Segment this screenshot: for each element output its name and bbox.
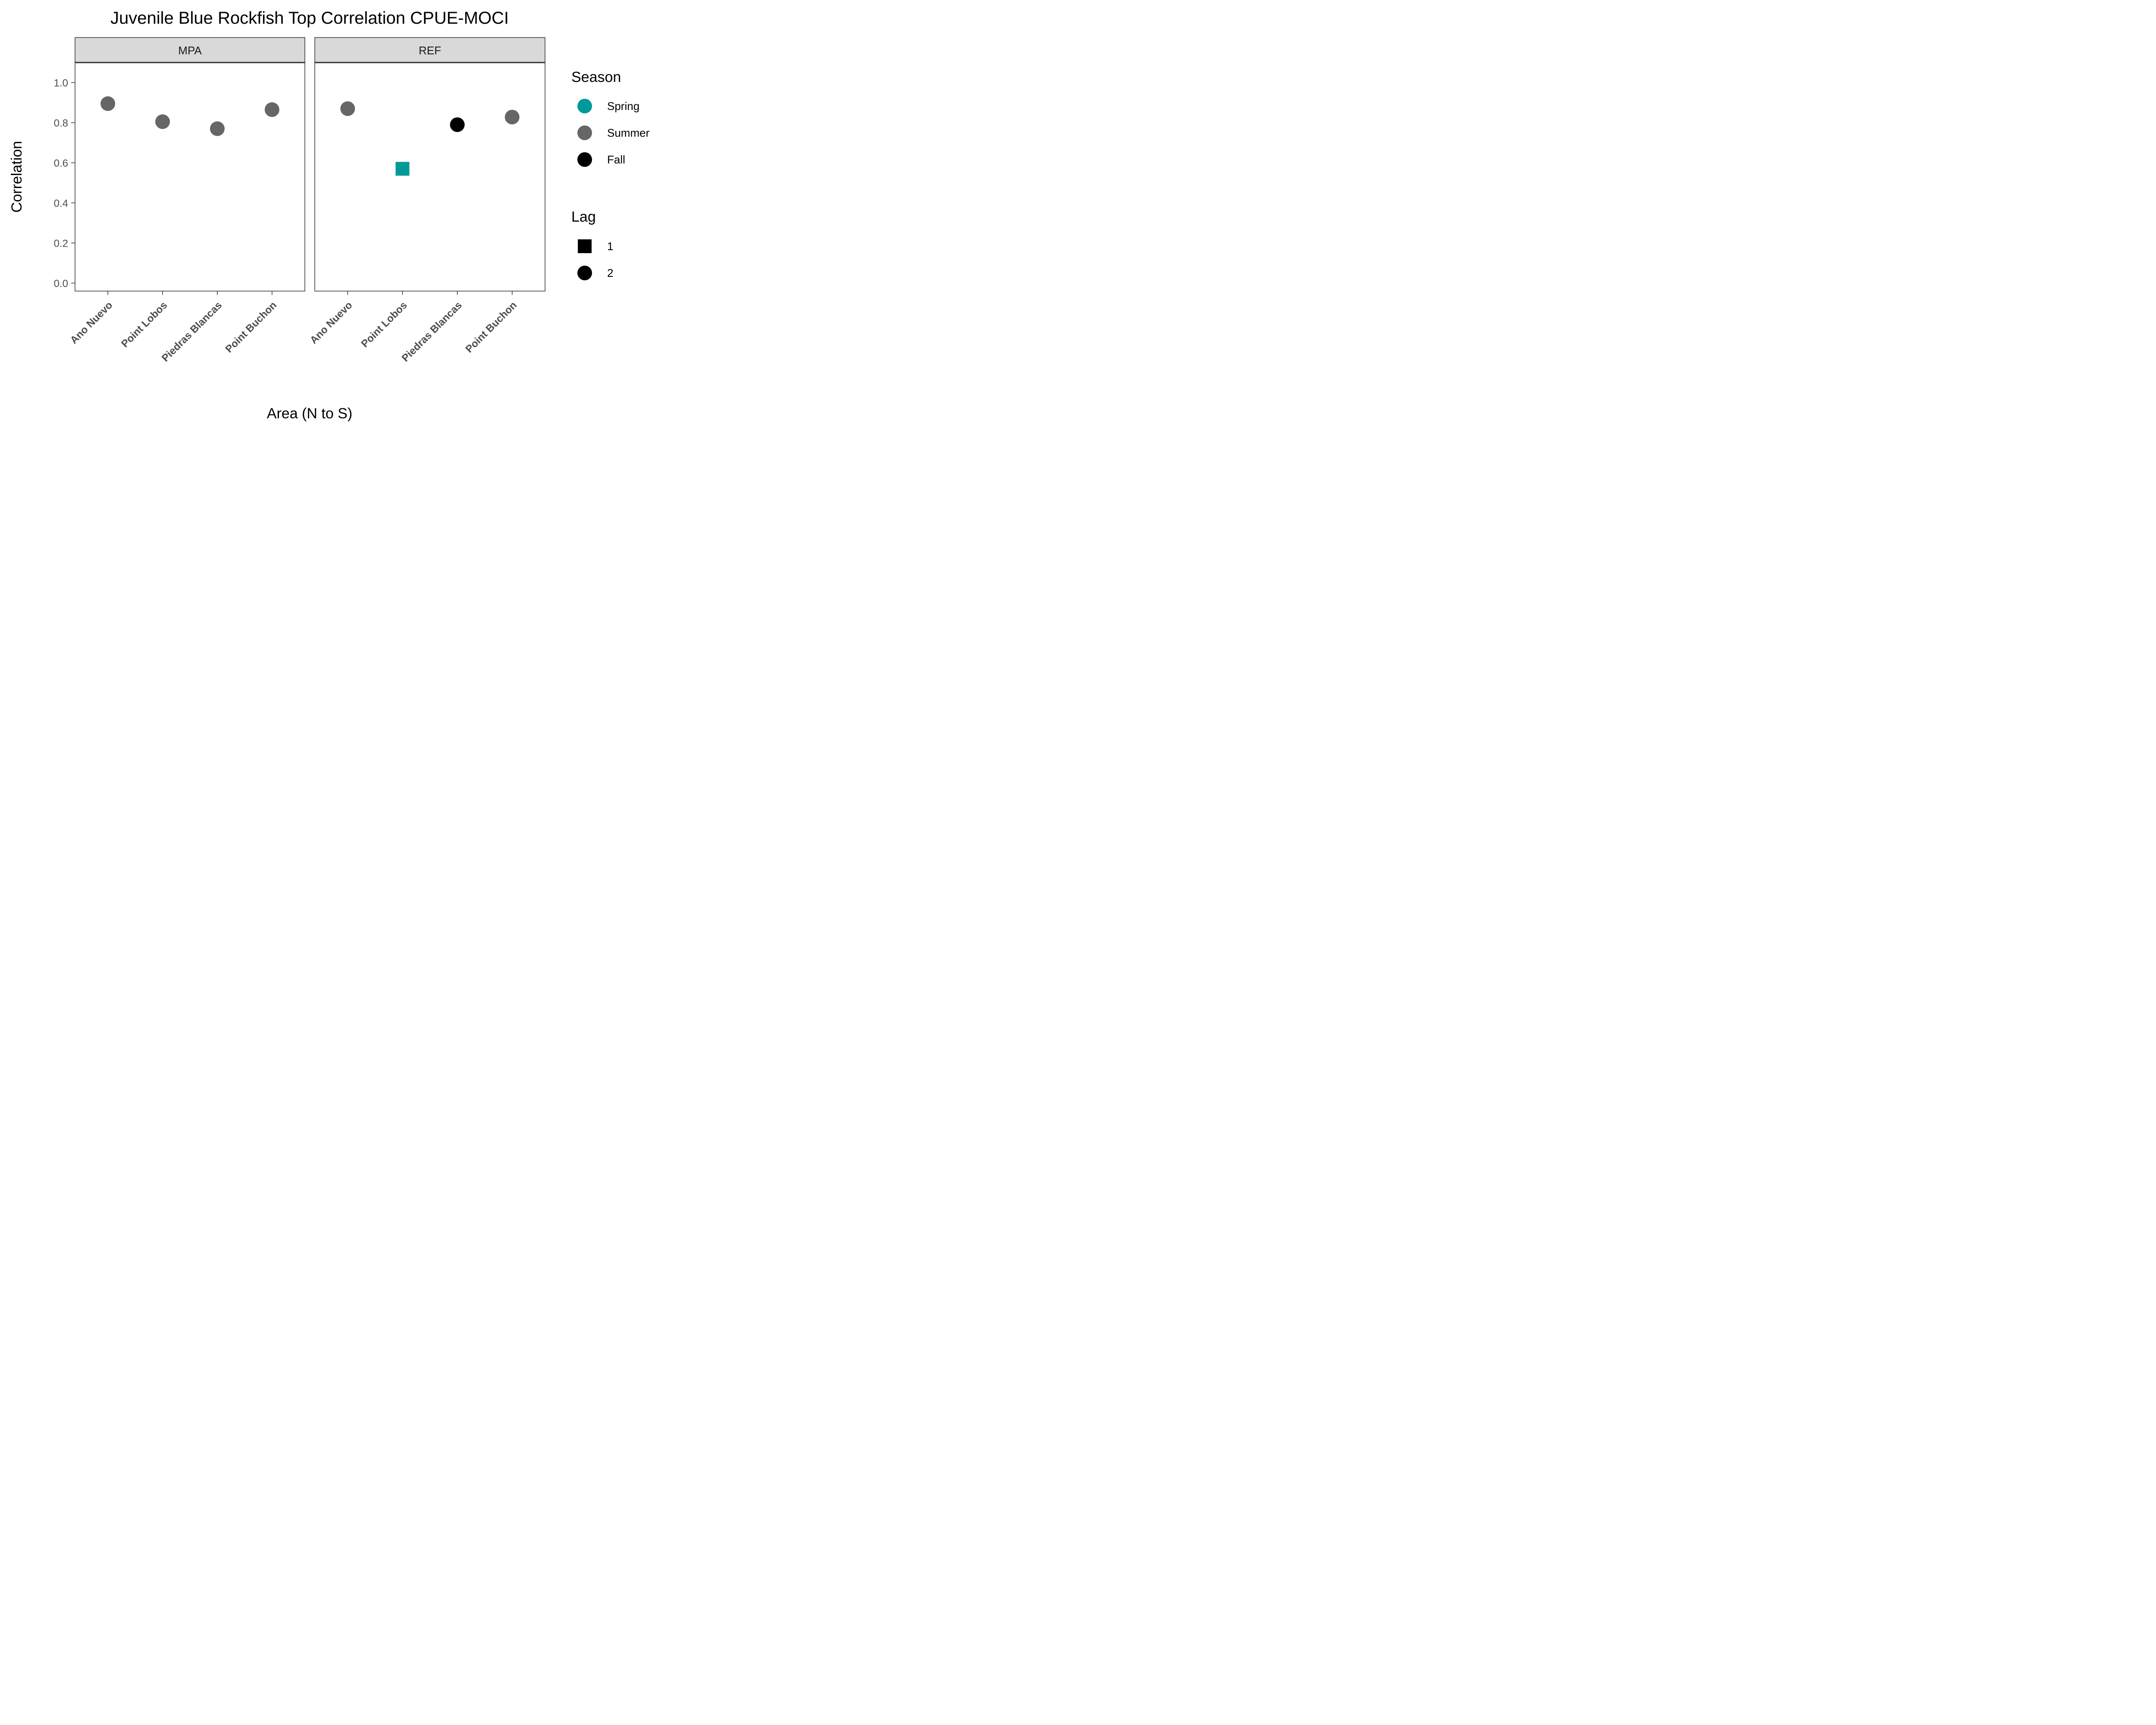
- facet-strip-mpa: [75, 37, 305, 63]
- y-tick-label-2: 0.4: [54, 198, 68, 209]
- point-ref-2: [450, 117, 465, 132]
- point-mpa-3: [264, 102, 279, 117]
- point-mpa-1: [155, 114, 170, 129]
- point-mpa-2: [210, 121, 225, 136]
- legend-season-title: Season: [571, 69, 621, 85]
- y-tick-label-5: 1.0: [54, 77, 68, 89]
- point-mpa-0: [100, 96, 116, 111]
- legend-season-label-0: Spring: [607, 100, 639, 113]
- y-tick-label-4: 0.8: [54, 117, 68, 129]
- y-axis-title: Correlation: [9, 141, 25, 213]
- legend-season-key-2: [577, 152, 592, 167]
- x-tick-label-ref-3: Point Buchon: [464, 299, 519, 355]
- facet-label-mpa: MPA: [178, 44, 202, 57]
- x-tick-label-mpa-0: Ano Nuevo: [68, 299, 115, 346]
- legend-season-key-0: [577, 99, 592, 113]
- legend-lag-label-1: 2: [607, 267, 613, 279]
- legend-lag-key-1: [577, 266, 592, 280]
- x-tick-label-ref-2: Piedras Blancas: [400, 299, 464, 364]
- chart-title: Juvenile Blue Rockfish Top Correlation C…: [110, 9, 509, 28]
- chart-svg: Juvenile Blue Rockfish Top Correlation C…: [9, 9, 650, 422]
- x-tick-label-ref-1: Point Lobos: [359, 299, 410, 350]
- y-tick-label-3: 0.6: [54, 157, 68, 169]
- facet-strip-ref: [314, 37, 545, 63]
- x-tick-label-mpa-3: Point Buchon: [223, 299, 279, 355]
- x-tick-label-mpa-2: Piedras Blancas: [160, 299, 224, 364]
- legend-season-label-2: Fall: [607, 153, 625, 166]
- y-tick-label-0: 0.0: [54, 278, 68, 289]
- point-ref-1: [395, 162, 410, 176]
- x-axis-title: Area (N to S): [267, 405, 352, 422]
- legend-season-label-1: Summer: [607, 126, 650, 139]
- x-tick-label-mpa-1: Point Lobos: [119, 299, 169, 350]
- legend-lag-title: Lag: [571, 209, 596, 225]
- facet-panel-ref: [314, 62, 545, 292]
- x-tick-label-ref-0: Ano Nuevo: [308, 299, 355, 346]
- facet-label-ref: REF: [419, 44, 441, 57]
- y-tick-label-1: 0.2: [54, 238, 68, 249]
- chart: Juvenile Blue Rockfish Top Correlation C…: [0, 0, 673, 448]
- legend-lag-label-0: 1: [607, 240, 613, 253]
- legend-lag-key-0: [578, 239, 592, 253]
- point-ref-0: [340, 101, 355, 116]
- point-ref-3: [505, 110, 520, 125]
- legend-season-key-1: [577, 125, 592, 140]
